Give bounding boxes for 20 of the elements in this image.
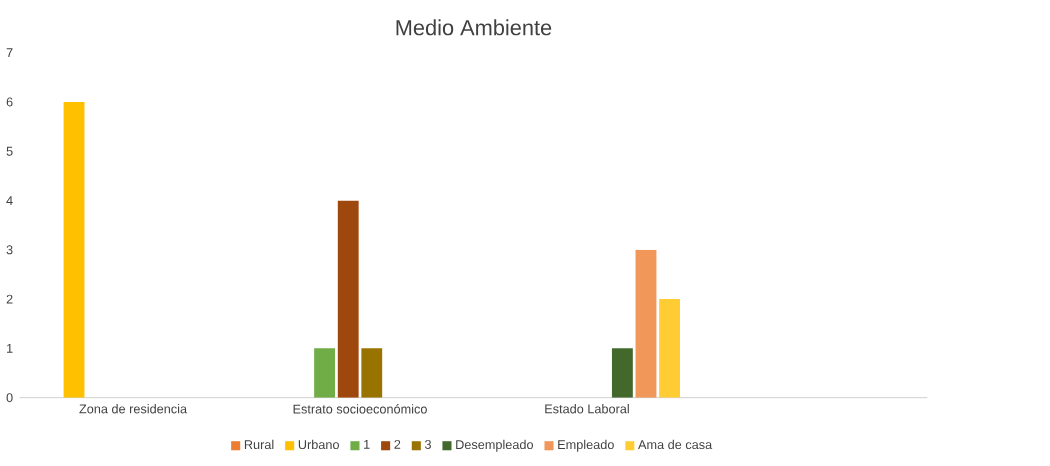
- legend-label: 3: [424, 440, 431, 450]
- y-tick-label: 4: [6, 196, 13, 206]
- y-tick-label: 1: [7, 344, 13, 353]
- legend-label: Ama de casa: [638, 439, 713, 450]
- chart-title: Medio Ambiente: [396, 19, 552, 36]
- legend-label: Desempleado: [456, 439, 534, 452]
- y-tick-label: 0: [6, 393, 13, 403]
- legend-label: Urbano: [298, 439, 339, 450]
- legend-label: Empleado: [558, 439, 614, 452]
- y-tick-label: 6: [6, 97, 13, 107]
- y-tick-label: 7: [6, 48, 13, 58]
- x-tick-label: Estrato socioeconómico: [293, 404, 427, 414]
- y-tick-label: 3: [6, 245, 13, 255]
- legend-label: 1: [364, 440, 370, 449]
- y-tick-label: 2: [6, 294, 13, 304]
- x-tick-label: Zona de residencia: [79, 404, 188, 414]
- legend-label: Rural: [244, 439, 274, 450]
- y-tick-label: 5: [6, 146, 13, 156]
- x-tick-label: Estado Laboral: [545, 404, 629, 414]
- legend-label: 2: [394, 440, 401, 449]
